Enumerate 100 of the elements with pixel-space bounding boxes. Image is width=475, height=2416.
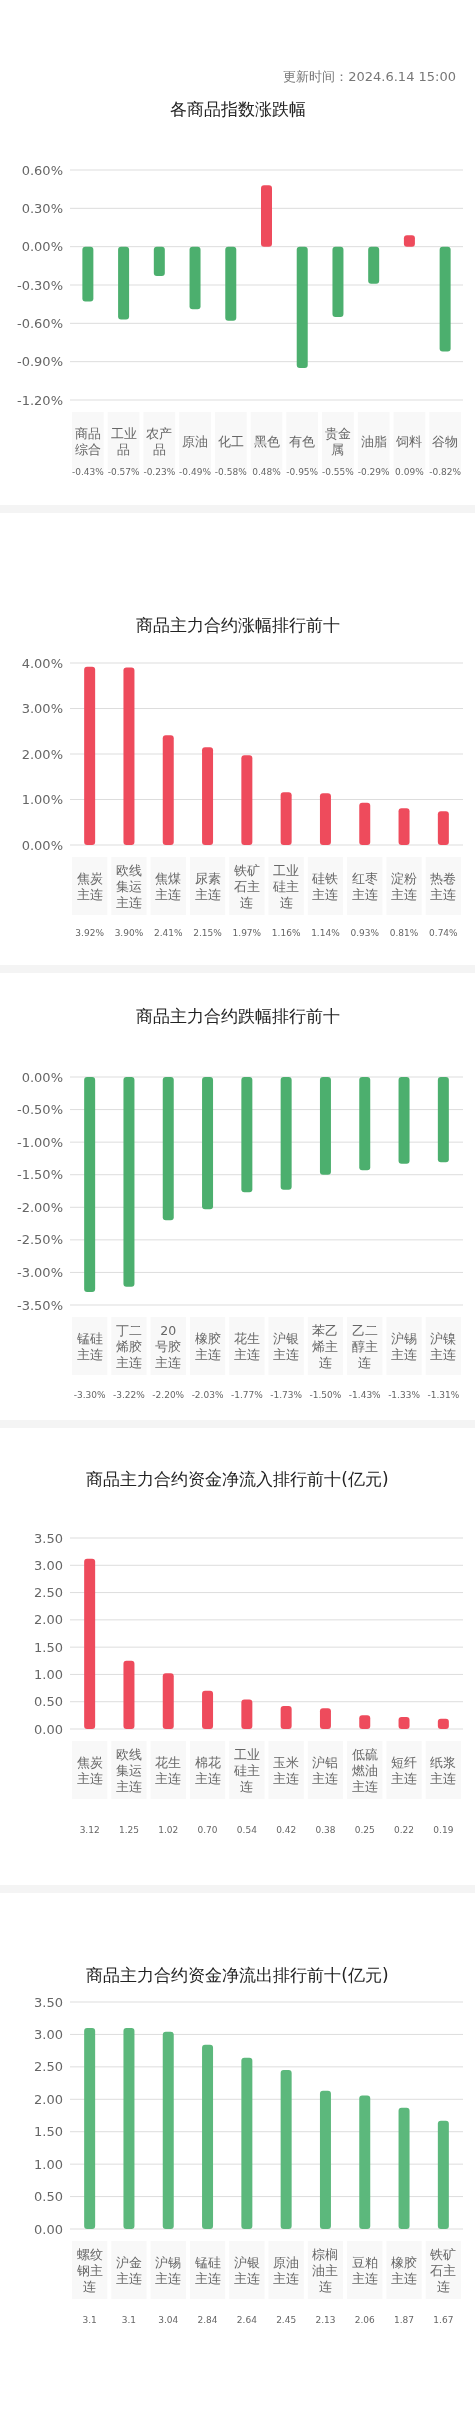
x-tick-label: 谷物	[432, 434, 459, 449]
x-tick-label: 锰硅主连	[193, 2255, 221, 2286]
chart-title: 商品主力合约资金净流出排行前十(亿元)	[86, 1965, 389, 1985]
data-label: -0.29%	[357, 467, 391, 477]
y-tick-label: 0.00	[34, 2221, 63, 2237]
y-tick-label: 2.00	[34, 2091, 63, 2107]
y-tick-label: 3.00%	[21, 701, 63, 716]
x-tick-label: 铁矿石主连	[232, 863, 260, 910]
x-tick-label: 沪锡主连	[391, 1331, 418, 1362]
y-tick-label: -0.50%	[17, 1102, 63, 1118]
y-tick-label: 4.00%	[21, 655, 63, 671]
data-label: -1.31%	[427, 1390, 460, 1400]
y-tick-label: -0.60%	[17, 315, 63, 331]
y-tick-label: 0.00%	[21, 1069, 63, 1085]
data-label: 3.92%	[75, 928, 105, 938]
data-label: 1.16%	[271, 928, 301, 938]
x-tick-label: 焦煤主连	[155, 871, 182, 902]
data-label: -1.77%	[230, 1390, 264, 1400]
x-tick-label: 有色	[289, 434, 316, 449]
data-label: 3.1	[121, 2315, 137, 2325]
y-tick-label: 0.00	[34, 1721, 63, 1737]
y-tick-label: 1.50	[34, 2124, 63, 2140]
data-label: 0.70	[197, 1825, 218, 1835]
data-label: 0.81%	[389, 928, 419, 938]
x-tick-label: 棕榈油主连	[312, 2247, 339, 2294]
x-tick-label: 豆粕主连	[351, 2255, 378, 2286]
x-tick-label: 尿素主连	[194, 871, 221, 902]
data-label: 0.25	[354, 1825, 375, 1835]
x-tick-label: 铁矿石主连	[429, 2247, 457, 2294]
data-label: 1.25	[118, 1825, 139, 1835]
y-tick-label: 0.50	[34, 1694, 63, 1710]
x-tick-label: 玉米主连	[273, 1755, 300, 1786]
x-tick-label: 沪银主连	[233, 2255, 260, 2286]
x-tick-label: 热卷主连	[430, 871, 457, 902]
x-tick-label: 纸浆主连	[430, 1755, 457, 1786]
x-tick-label: 欧线集运主连	[115, 1747, 142, 1794]
x-tick-label: 工业硅主连	[232, 1747, 260, 1794]
y-tick-label: 3.00	[34, 1557, 63, 1573]
chart-title: 各商品指数涨跌幅	[169, 99, 306, 119]
x-tick-label: 橡胶主连	[391, 2255, 418, 2286]
y-tick-label: 0.30%	[21, 200, 63, 216]
data-label: 2.15%	[193, 928, 223, 938]
y-tick-label: 0.00%	[21, 837, 63, 853]
data-label: 2.64	[236, 2315, 258, 2325]
x-tick-label: 沪锡主连	[155, 2255, 182, 2286]
data-label: 0.19	[433, 1825, 454, 1835]
data-label: 2.06	[354, 2315, 376, 2325]
data-label: -2.03%	[191, 1390, 224, 1400]
data-label: 0.74%	[429, 928, 459, 938]
data-label: 0.93%	[350, 928, 380, 938]
data-label: -3.30%	[73, 1390, 107, 1400]
x-tick-label: 原油	[182, 434, 209, 449]
data-label: 1.97%	[232, 928, 262, 938]
y-tick-label: 1.00%	[21, 792, 63, 807]
x-tick-label: 化工	[217, 434, 244, 449]
y-tick-label: 0.50	[34, 2189, 63, 2205]
x-tick-label: 沪镍主连	[430, 1331, 457, 1362]
data-label: -0.82%	[429, 467, 462, 477]
x-tick-label: 丁二烯胶主连	[115, 1323, 142, 1370]
x-tick-label: 低硫燃油主连	[351, 1747, 378, 1794]
data-label: -0.43%	[71, 467, 105, 477]
x-tick-label: 原油主连	[273, 2255, 300, 2286]
y-tick-label: 2.00%	[21, 746, 63, 762]
data-label: -0.58%	[214, 467, 248, 477]
data-label: -1.73%	[270, 1390, 303, 1400]
y-tick-label: 1.00	[34, 2156, 63, 2172]
y-tick-label: 1.00	[34, 1666, 63, 1682]
x-tick-label: 焦炭主连	[76, 1755, 103, 1786]
x-tick-label: 工业硅主连	[272, 863, 300, 910]
y-tick-label: 3.00	[34, 2026, 63, 2042]
data-label: 2.84	[197, 2315, 218, 2325]
data-label: 3.90%	[114, 928, 144, 938]
data-label: 0.42	[276, 1825, 297, 1835]
data-label: -0.49%	[179, 467, 212, 477]
data-label: 3.12	[79, 1825, 100, 1835]
x-tick-label: 黑色	[253, 434, 280, 449]
x-tick-label: 沪银主连	[273, 1331, 300, 1362]
x-tick-label: 淀粉主连	[391, 871, 418, 902]
data-label: 1.87	[394, 2315, 415, 2325]
y-tick-label: -1.50%	[17, 1167, 63, 1183]
y-tick-label: -0.30%	[17, 277, 63, 293]
data-label: 0.48%	[252, 467, 282, 477]
y-tick-label: 2.00	[34, 1612, 63, 1628]
chart-title: 商品主力合约跌幅排行前十	[135, 1006, 340, 1026]
x-tick-label: 沪金主连	[115, 2255, 142, 2286]
x-tick-label: 欧线集运主连	[115, 863, 142, 910]
data-label: 2.45	[276, 2315, 297, 2325]
x-tick-label: 硅铁主连	[311, 871, 339, 902]
x-tick-label: 锰硅主连	[75, 1331, 103, 1362]
y-tick-label: -1.20%	[17, 392, 63, 408]
x-tick-label: 花生主连	[233, 1331, 260, 1362]
x-tick-label: 20号胶主连	[155, 1323, 182, 1370]
data-label: 3.04	[158, 2315, 179, 2325]
data-label: -1.50%	[309, 1390, 342, 1400]
y-tick-label: -0.90%	[17, 354, 63, 370]
x-tick-label: 螺纹钢主连	[75, 2247, 103, 2294]
x-tick-label: 棉花主连	[194, 1755, 221, 1786]
y-tick-label: -1.00%	[17, 1134, 63, 1150]
data-label: 2.13	[315, 2315, 336, 2325]
y-tick-label: -2.00%	[17, 1199, 63, 1215]
